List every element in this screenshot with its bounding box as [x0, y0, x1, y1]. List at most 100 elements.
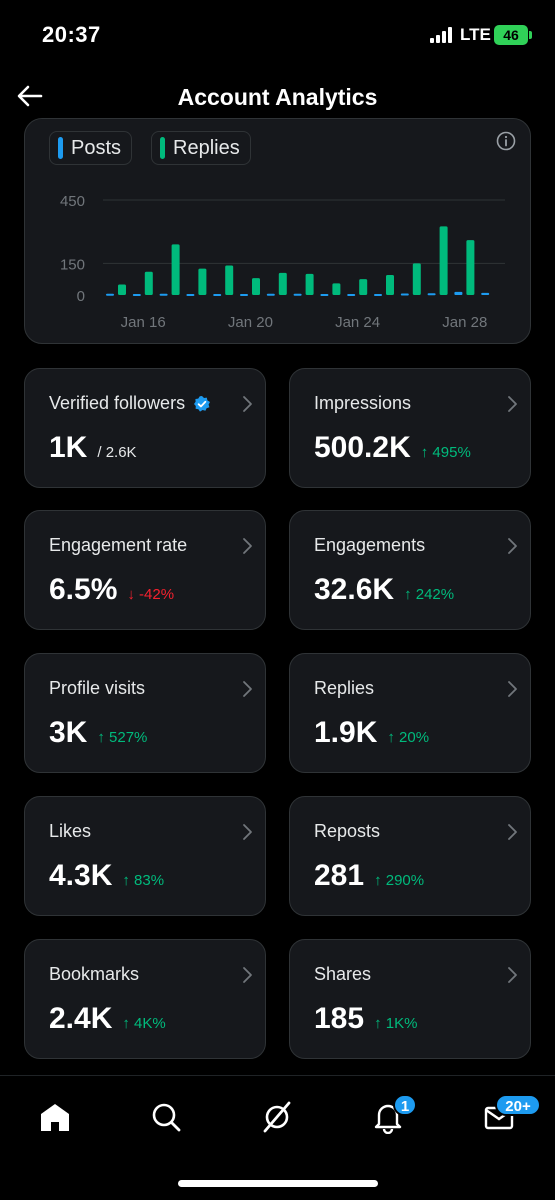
- bar-posts: [186, 293, 195, 296]
- search-icon[interactable]: [149, 1100, 183, 1134]
- metric-card[interactable]: Verified followers 1K / 2.6K: [24, 368, 266, 488]
- metric-label-text: Likes: [49, 821, 92, 841]
- battery-tip: [529, 31, 532, 39]
- metric-value: 3K: [49, 716, 88, 749]
- chart-card: 450 150 0 Jan 16 Jan 20 Jan 24 Jan 28 Posts Re…: [24, 118, 531, 344]
- page-title: Account Analytics: [177, 84, 378, 110]
- bar-replies: [144, 271, 153, 295]
- bar-posts: [266, 293, 275, 296]
- metric-label-text: Engagements: [314, 535, 426, 555]
- verified-badge-icon: [194, 395, 211, 412]
- metric-value: 6.5%: [49, 573, 118, 606]
- bar-replies: [466, 240, 475, 295]
- bell-icon[interactable]: [371, 1100, 405, 1134]
- metric-value: 185: [314, 1002, 365, 1035]
- metric-card[interactable]: Bookmarks 2.4K ↑ 4K%: [24, 939, 266, 1059]
- chevron-right-icon: [243, 967, 252, 983]
- metric-card[interactable]: Profile visits 3K ↑ 527%: [24, 653, 266, 773]
- metric-label-text: Replies: [314, 678, 375, 698]
- metric-card[interactable]: Engagements 32.6K ↑ 242%: [289, 510, 531, 630]
- status-time: 20:37: [42, 22, 101, 47]
- metric-value-row: 3K ↑ 527%: [49, 716, 147, 750]
- x-tick-label: Jan 28: [442, 314, 487, 331]
- bar-replies: [332, 283, 341, 295]
- metric-label: Reposts: [314, 821, 380, 842]
- metric-value: 4.3K: [49, 859, 113, 892]
- bar-replies: [252, 278, 260, 295]
- metric-label: Bookmarks: [49, 964, 139, 985]
- legend-posts[interactable]: Posts: [49, 131, 133, 165]
- metric-value: 1.9K: [314, 716, 378, 749]
- bar-replies: [171, 244, 180, 295]
- metric-label: Impressions: [314, 393, 411, 414]
- metric-card[interactable]: Shares 185 ↑ 1K%: [289, 939, 531, 1059]
- metric-total: / 2.6K: [97, 444, 137, 461]
- bar-replies: [412, 263, 421, 295]
- bar-replies: [305, 273, 314, 295]
- bar-posts: [293, 293, 302, 296]
- chevron-right-icon: [243, 681, 252, 697]
- info-icon[interactable]: [496, 131, 516, 151]
- legend-replies[interactable]: Replies: [151, 131, 251, 165]
- metric-label-text: Verified followers: [49, 393, 186, 413]
- metric-label-text: Bookmarks: [49, 964, 140, 984]
- metric-change: ↑ 527%: [97, 729, 148, 746]
- metric-value-row: 2.4K ↑ 4K%: [49, 1002, 166, 1036]
- metric-change: ↑ 242%: [404, 586, 455, 603]
- x-tick-label: Jan 24: [335, 314, 380, 331]
- bar-posts: [347, 293, 356, 296]
- metric-label: Replies: [314, 678, 374, 699]
- bar-posts: [454, 291, 463, 295]
- legend-replies-label: Replies: [173, 136, 240, 159]
- legend-replies-swatch: [160, 137, 165, 159]
- bar-posts: [400, 293, 409, 296]
- grok-icon[interactable]: [260, 1100, 294, 1134]
- metric-change: ↑ 20%: [387, 729, 430, 746]
- metric-card[interactable]: Reposts 281 ↑ 290%: [289, 796, 531, 916]
- chevron-right-icon: [508, 967, 517, 983]
- metric-card[interactable]: Likes 4.3K ↑ 83%: [24, 796, 266, 916]
- bar-posts: [427, 293, 436, 296]
- arrow-left-icon[interactable]: [14, 80, 46, 112]
- metric-label: Shares: [314, 964, 371, 985]
- y-tick-label: 450: [60, 193, 85, 210]
- metric-card[interactable]: Engagement rate 6.5% ↓ -42%: [24, 510, 266, 630]
- metric-card[interactable]: Impressions 500.2K ↑ 495%: [289, 368, 531, 488]
- metric-value-row: 1K / 2.6K: [49, 431, 137, 465]
- signal-icon: [430, 27, 454, 43]
- status-bar: 20:37 LTE 46: [0, 0, 555, 70]
- home-indicator: [178, 1180, 378, 1187]
- metric-change: ↑ 495%: [420, 444, 471, 461]
- header: Account Analytics: [0, 70, 555, 128]
- bar-posts: [106, 293, 114, 296]
- bar-replies: [359, 279, 368, 295]
- bar-posts: [374, 293, 382, 296]
- chevron-right-icon: [243, 396, 252, 412]
- metric-value: 2.4K: [49, 1002, 113, 1035]
- metric-label-text: Reposts: [314, 821, 381, 841]
- bar-chart: 450 150 0 Jan 16 Jan 20 Jan 24 Jan 28: [60, 193, 505, 331]
- metric-label-text: Engagement rate: [49, 535, 188, 555]
- metric-label: Verified followers: [49, 393, 211, 414]
- metric-label: Engagement rate: [49, 535, 187, 556]
- x-tick-label: Jan 20: [228, 314, 273, 331]
- bar-replies: [225, 265, 234, 295]
- metric-value-row: 4.3K ↑ 83%: [49, 859, 164, 893]
- metric-card[interactable]: Replies 1.9K ↑ 20%: [289, 653, 531, 773]
- chevron-right-icon: [508, 538, 517, 554]
- chevron-right-icon: [508, 824, 517, 840]
- bar-posts: [159, 293, 168, 296]
- home-icon[interactable]: [38, 1100, 72, 1134]
- bar-posts: [240, 293, 248, 296]
- metric-label-text: Impressions: [314, 393, 412, 413]
- metric-value-row: 500.2K ↑ 495%: [314, 431, 471, 465]
- metric-change: ↓ -42%: [127, 586, 175, 603]
- bar-replies: [198, 268, 207, 295]
- metric-value-row: 6.5% ↓ -42%: [49, 573, 174, 607]
- bottom-nav: 1 20+: [0, 1075, 555, 1200]
- battery-level: 46: [503, 27, 519, 43]
- chevron-right-icon: [243, 824, 252, 840]
- x-tick-label: Jan 16: [121, 314, 166, 331]
- bar-posts: [132, 293, 141, 296]
- bar-replies: [386, 274, 394, 295]
